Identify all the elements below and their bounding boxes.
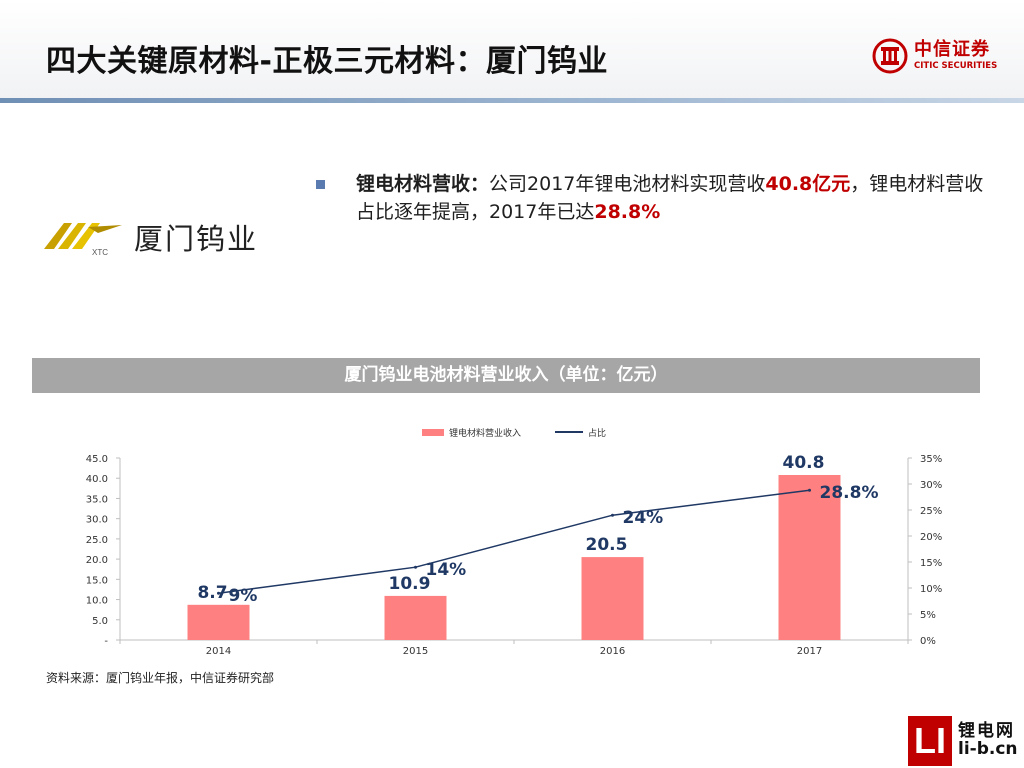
y-left-tick-label: 5.0 [92, 616, 108, 627]
y-right-tick-label: 10% [920, 584, 942, 595]
svg-text:XTC: XTC [92, 248, 108, 257]
x-tick-label: 2016 [600, 646, 625, 657]
share-point-2017 [808, 488, 811, 492]
y-left-tick-label: 35.0 [86, 494, 108, 505]
y-left-tick-label: 25.0 [86, 535, 108, 546]
bar-2015 [384, 595, 447, 640]
share-point-2015 [414, 565, 417, 569]
y-right-tick-label: 30% [920, 480, 942, 491]
bullet-marker [316, 180, 325, 189]
legend-bar-label: 锂电材料营业收入 [449, 427, 521, 439]
y-left-tick-label: 15.0 [86, 575, 108, 586]
y-right-tick-label: 25% [920, 506, 942, 517]
bar-2017 [778, 474, 841, 640]
legend-bar-swatch [422, 429, 444, 436]
bar-value-label: 20.5 [586, 535, 628, 555]
legend-line-label: 占比 [588, 427, 606, 439]
bar-value-label: 8.7 [197, 583, 227, 603]
y-left-tick-label: 45.0 [86, 454, 108, 465]
bar-2014 [187, 604, 250, 640]
chart-title: 厦门钨业电池材料营业收入（单位：亿元） [32, 358, 980, 393]
watermark-en: li-b.cn [958, 739, 1018, 759]
citic-logo: 中信证券 CITIC SECURITIES [872, 38, 997, 74]
y-right-tick-label: 15% [920, 558, 942, 569]
xtc-logo-icon: XTC [44, 223, 122, 257]
y-left-tick-label: 20.0 [86, 555, 108, 566]
company-logo: XTC 厦门钨业 [42, 216, 258, 258]
bullet-text-2: ，锂电材料营收占比逐年提高，2017年已达 [356, 173, 984, 223]
source-note: 资料来源：厦门钨业年报，中信证券研究部 [46, 671, 275, 685]
share-value-label: 9% [229, 586, 258, 606]
share-value-label: 14% [426, 560, 467, 580]
bar-value-label: 10.9 [389, 574, 431, 594]
x-tick-label: 2014 [206, 646, 231, 657]
header-background [0, 0, 1024, 100]
brand-name-en: CITIC SECURITIES [914, 61, 998, 72]
y-right-tick-label: 20% [920, 532, 942, 543]
bullet-point: 锂电材料营收：公司2017年锂电池材料实现营收40.8亿元，锂电材料营收占比逐年… [316, 170, 996, 226]
citic-emblem-icon [872, 38, 908, 74]
share-value-label: 24% [623, 508, 664, 528]
page-title: 四大关键原材料-正极三元材料：厦门钨业 [46, 44, 608, 79]
x-tick-label: 2015 [403, 646, 428, 657]
y-left-tick-label: 10.0 [86, 596, 108, 607]
brand-name-cn: 中信证券 [914, 39, 990, 61]
company-name: 厦门钨业 [134, 222, 259, 256]
bullet-highlight-share: 28.8% [594, 201, 661, 223]
watermark-mark: LI [908, 716, 952, 766]
y-left-tick-label: 30.0 [86, 515, 108, 526]
share-value-label: 28.8% [820, 483, 879, 503]
share-point-2016 [611, 513, 614, 517]
y-right-tick-label: 0% [920, 636, 936, 647]
x-tick-label: 2017 [797, 646, 822, 657]
bullet-highlight-revenue: 40.8亿元 [765, 173, 851, 195]
watermark: LI 锂电网 li-b.cn [908, 716, 1018, 766]
y-left-tick-label: - [104, 636, 108, 647]
bullet-text-1: 公司2017年锂电池材料实现营收 [489, 173, 766, 195]
y-left-tick-label: 40.0 [86, 474, 108, 485]
y-right-tick-label: 35% [920, 454, 942, 465]
bar-2016 [581, 557, 644, 640]
watermark-cn: 锂电网 [958, 721, 1015, 742]
bar-value-label: 40.8 [783, 453, 825, 473]
share-line [218, 489, 810, 594]
y-right-tick-label: 5% [920, 610, 936, 621]
bullet-label: 锂电材料营收： [356, 173, 490, 195]
share-point-2014 [217, 591, 220, 595]
header-accent-bar [0, 98, 1024, 103]
